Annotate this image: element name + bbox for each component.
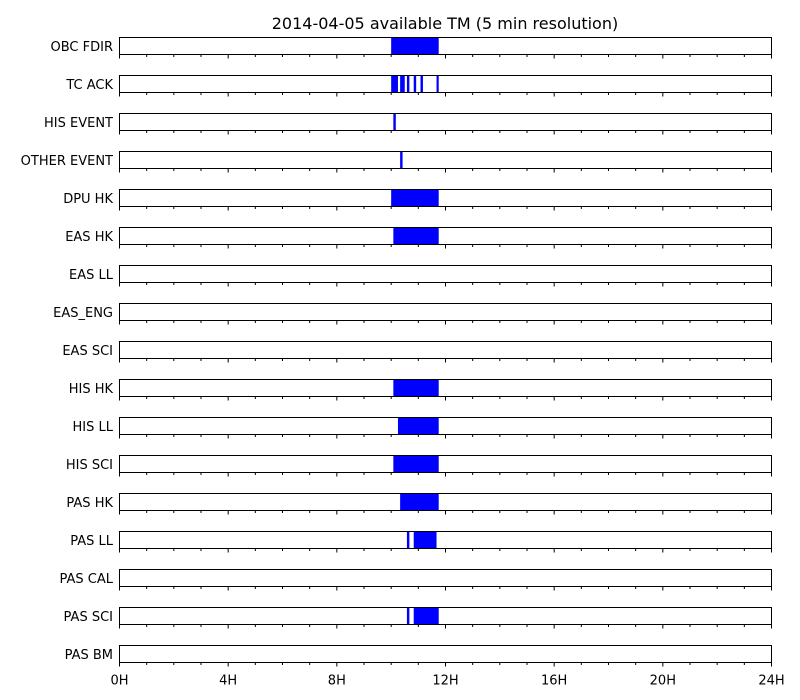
row-label: HIS LL [73, 420, 114, 435]
row-frame [119, 113, 772, 131]
row-label: PAS BM [65, 648, 113, 663]
availability-bar [420, 75, 423, 93]
row-frame [119, 189, 772, 207]
availability-bar [400, 493, 439, 511]
row-frame [119, 645, 772, 663]
row-frame [119, 341, 772, 359]
timeline-row: EAS HK [65, 227, 772, 249]
x-tick-label: 16H [541, 674, 567, 689]
row-frame [119, 455, 772, 473]
x-tick-label: 24H [758, 674, 784, 689]
availability-bar [391, 189, 439, 207]
row-label: TC ACK [65, 78, 113, 93]
timeline-row: PAS CAL [60, 569, 772, 591]
timeline-row: HIS EVENT [44, 113, 772, 135]
row-frame [119, 379, 772, 397]
timeline-row: TC ACK [65, 75, 772, 97]
availability-bar [391, 75, 398, 93]
availability-bar [400, 75, 405, 93]
row-frame [119, 493, 772, 511]
row-frame [119, 569, 772, 587]
x-tick-label: 8H [328, 674, 346, 689]
availability-bar [413, 607, 439, 625]
availability-bar [397, 417, 439, 435]
row-frame [119, 607, 772, 625]
row-frame [119, 417, 772, 435]
timeline-row: EAS LL [69, 265, 772, 287]
timeline-row: EAS_ENG [53, 303, 772, 325]
availability-bar [406, 531, 410, 549]
x-tick-label: 20H [650, 674, 676, 689]
availability-bar [406, 75, 410, 93]
row-label: EAS SCI [62, 344, 113, 359]
availability-bar [406, 607, 410, 625]
row-frame [119, 151, 772, 169]
availability-bar [400, 151, 403, 169]
timeline-row: HIS HK [69, 379, 772, 401]
row-label: PAS SCI [64, 610, 113, 625]
row-label: OTHER EVENT [21, 154, 113, 169]
row-frame [119, 37, 772, 55]
timeline-row: HIS LL [73, 417, 772, 439]
row-label: EAS_ENG [53, 306, 113, 321]
x-tick-label: 12H [432, 674, 458, 689]
row-frame [119, 531, 772, 549]
timeline-row: DPU HK [63, 189, 772, 211]
x-tick-label: 4H [219, 674, 237, 689]
timeline-row: PAS HK [66, 493, 772, 515]
row-label: OBC FDIR [51, 40, 114, 55]
timeline-row: PAS BM [65, 645, 772, 667]
row-frame [119, 265, 772, 283]
availability-bar [393, 455, 439, 473]
timeline-row: HIS SCI [66, 455, 772, 477]
row-label: EAS LL [69, 268, 114, 283]
row-frame [119, 227, 772, 245]
availability-bar [436, 75, 439, 93]
row-label: DPU HK [63, 192, 113, 207]
row-frame [119, 75, 772, 93]
timeline-row: PAS LL [70, 531, 772, 553]
availability-bar [393, 379, 439, 397]
row-label: HIS HK [69, 382, 114, 397]
timeline-row: PAS SCI [64, 607, 772, 629]
timeline-row: OBC FDIR [51, 37, 772, 59]
row-label: PAS LL [70, 534, 114, 549]
row-label: HIS EVENT [44, 116, 113, 131]
availability-bar [413, 531, 437, 549]
row-frame [119, 303, 772, 321]
row-label: EAS HK [65, 230, 113, 245]
availability-bar [391, 37, 439, 55]
chart-title: 2014-04-05 available TM (5 min resolutio… [272, 14, 618, 33]
timeline-row: EAS SCI [62, 341, 772, 363]
availability-bar [413, 75, 417, 93]
availability-bar [393, 113, 396, 131]
x-tick-label: 0H [110, 674, 128, 689]
row-label: PAS HK [66, 496, 113, 511]
row-label: PAS CAL [60, 572, 114, 587]
row-label: HIS SCI [66, 458, 113, 473]
availability-bar [393, 227, 439, 245]
timeline-row: OTHER EVENT [21, 151, 772, 173]
